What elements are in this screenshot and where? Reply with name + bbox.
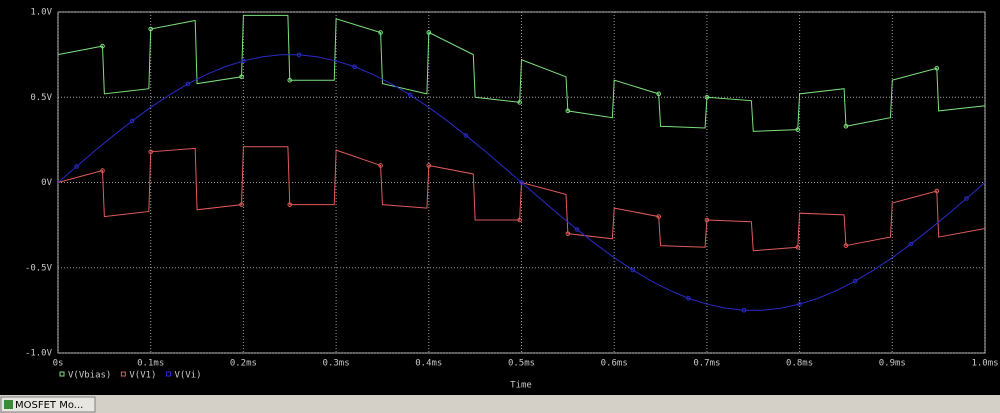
series-marker xyxy=(426,163,432,168)
series-line xyxy=(57,14,986,132)
series-marker xyxy=(741,307,747,313)
x-tick-label: 0.3ms xyxy=(323,359,350,369)
series-marker xyxy=(407,92,413,98)
series-marker xyxy=(934,188,940,194)
series-marker xyxy=(843,123,849,129)
series-marker xyxy=(565,108,571,114)
taskbar-bg xyxy=(0,396,1000,413)
x-tick-label: 0.2ms xyxy=(230,359,257,369)
series-marker xyxy=(241,58,246,64)
y-tick-label: -1.0V xyxy=(25,349,53,359)
series-marker xyxy=(517,100,522,105)
series-marker xyxy=(129,118,135,124)
x-tick-label: 0.8ms xyxy=(786,359,813,369)
series-marker xyxy=(797,301,802,307)
series-marker xyxy=(100,168,105,173)
series-marker xyxy=(630,267,636,273)
series-marker xyxy=(463,133,469,138)
series-marker xyxy=(287,202,293,207)
legend-symbol xyxy=(59,371,65,377)
series-marker xyxy=(704,94,710,100)
series-marker xyxy=(686,295,691,301)
series-marker xyxy=(378,30,383,35)
x-tick-label: 0.9ms xyxy=(879,359,906,369)
series-marker xyxy=(74,164,79,169)
legend-label: V(Vbias) xyxy=(68,371,111,381)
y-tick-label: -0.5V xyxy=(25,263,53,273)
taskbar-icon xyxy=(4,400,13,409)
series-marker xyxy=(239,202,244,207)
x-tick-label: 0s xyxy=(53,359,64,369)
series-line xyxy=(57,146,986,252)
series-marker xyxy=(148,26,153,32)
legend-symbol xyxy=(120,371,126,377)
series-marker xyxy=(852,278,858,284)
legend-label: V(Vi) xyxy=(174,371,201,381)
series-marker xyxy=(843,243,849,248)
taskbar: MOSFET Mo... xyxy=(0,396,1000,413)
series-marker xyxy=(352,64,357,70)
series-marker xyxy=(378,163,383,168)
x-tick-label: 0.1ms xyxy=(137,359,164,369)
series-marker xyxy=(574,227,580,232)
series-marker xyxy=(239,74,244,80)
series-marker xyxy=(964,196,969,201)
legend-symbol xyxy=(165,371,171,377)
series-marker xyxy=(185,81,191,87)
series-marker xyxy=(517,217,522,223)
series-marker xyxy=(795,127,801,132)
series-marker xyxy=(795,244,801,250)
series-line xyxy=(57,54,986,311)
series-marker xyxy=(148,149,153,155)
y-tick-label: 1.0V xyxy=(30,8,52,18)
x-tick-label: 0.6ms xyxy=(601,359,628,369)
x-axis-label: Time xyxy=(510,381,532,391)
series-marker xyxy=(908,241,914,247)
y-tick-label: 0.5V xyxy=(30,93,52,103)
y-tick-label: 0V xyxy=(41,178,52,188)
series-marker xyxy=(426,30,432,35)
x-tick-label: 0.5ms xyxy=(508,359,535,369)
series-marker xyxy=(287,77,293,83)
series-marker xyxy=(565,231,571,236)
series-marker xyxy=(934,65,940,71)
series-marker xyxy=(296,52,302,58)
series-marker xyxy=(100,43,105,49)
x-tick-label: 0.4ms xyxy=(415,359,442,369)
x-tick-label: 0.7ms xyxy=(693,359,720,369)
series-marker xyxy=(656,214,661,219)
taskbar-text: MOSFET Mo... xyxy=(15,400,83,411)
series-marker xyxy=(519,180,524,185)
plot-background xyxy=(0,0,1000,395)
series-marker xyxy=(704,217,710,223)
legend-label: V(V1) xyxy=(129,371,156,381)
series-marker xyxy=(656,91,661,97)
taskbar-button[interactable] xyxy=(0,396,96,413)
x-tick-label: 1.0ms xyxy=(971,359,998,369)
